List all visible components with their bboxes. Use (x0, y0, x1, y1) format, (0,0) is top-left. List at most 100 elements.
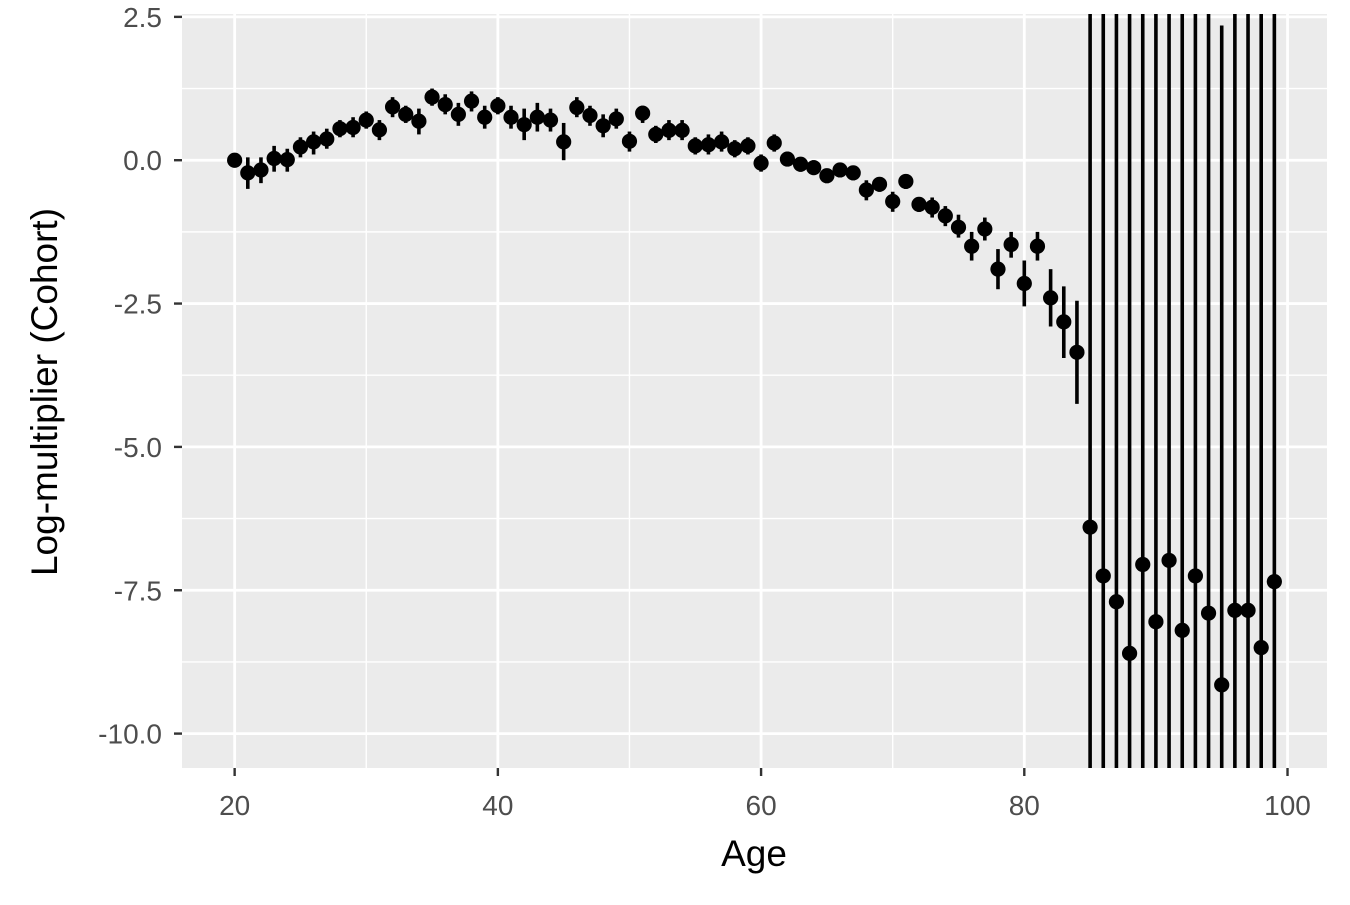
data-point (1161, 552, 1177, 569)
data-point (1187, 568, 1203, 584)
data-point (766, 135, 782, 151)
data-point (345, 119, 361, 136)
data-point (1148, 614, 1164, 630)
y-tick-label: -7.5 (114, 575, 162, 606)
y-tick-label: -5.0 (114, 432, 162, 463)
data-point (727, 141, 743, 157)
data-point (1043, 290, 1059, 306)
data-point (1029, 238, 1046, 254)
data-point (1069, 344, 1085, 360)
x-axis-title: Age (721, 833, 787, 874)
axis-ticks (174, 15, 1289, 776)
data-point (371, 122, 388, 138)
data-point (1240, 602, 1256, 618)
data-point (1200, 605, 1217, 621)
data-point (964, 238, 980, 254)
data-point (240, 165, 256, 181)
data-point (398, 106, 414, 122)
plot-panel-background (182, 14, 1327, 768)
data-point (674, 122, 690, 138)
data-point (384, 99, 401, 115)
data-point (885, 193, 901, 210)
data-point (279, 152, 295, 168)
data-point (635, 105, 651, 121)
data-point (608, 111, 624, 127)
x-tick-label: 20 (219, 790, 250, 821)
data-point (450, 106, 466, 122)
x-tick-label: 60 (746, 790, 777, 821)
data-point (858, 182, 874, 198)
data-point (529, 109, 545, 125)
data-point (832, 162, 848, 178)
data-point (990, 261, 1006, 277)
data-point (582, 107, 598, 124)
data-point (792, 156, 809, 172)
data-point (1121, 645, 1138, 661)
data-point (556, 134, 572, 150)
data-point (898, 173, 914, 190)
data-point (713, 134, 730, 150)
data-point (937, 208, 953, 224)
data-point (911, 196, 927, 212)
major-gridlines (182, 14, 1327, 768)
data-point (1082, 519, 1098, 535)
data-point (871, 176, 888, 192)
data-point (977, 221, 993, 237)
data-point (266, 150, 282, 167)
y-tick-label: 2.5 (123, 2, 162, 33)
data-point (661, 122, 677, 138)
data-point (1214, 677, 1230, 693)
data-point (687, 138, 703, 154)
data-point (332, 121, 348, 137)
data-point (819, 168, 835, 184)
data-point (924, 199, 940, 215)
data-point (1227, 602, 1243, 618)
data-point (621, 133, 638, 149)
data-point (463, 93, 480, 109)
x-tick-label: 40 (482, 790, 513, 821)
data-point (595, 118, 611, 134)
data-point (1108, 594, 1125, 610)
data-point (1174, 622, 1190, 638)
y-tick-label: 0.0 (123, 145, 162, 176)
data-point (845, 165, 861, 181)
data-point (358, 112, 374, 128)
data-point (490, 98, 506, 114)
data-point (1056, 314, 1072, 330)
data-point (437, 96, 453, 113)
data-point (292, 139, 309, 155)
data-point (1095, 568, 1111, 584)
error-bars (232, 14, 1277, 768)
x-tick-label: 80 (1009, 790, 1040, 821)
data-point (424, 89, 440, 105)
data-point (779, 151, 796, 167)
data-point (1266, 574, 1282, 590)
data-point (227, 152, 243, 168)
data-point (253, 162, 269, 178)
data-point (648, 126, 664, 143)
data-point (411, 113, 427, 129)
y-tick-label: -10.0 (98, 719, 162, 750)
y-axis-title: Log-multiplier (Cohort) (24, 208, 65, 576)
data-point (319, 131, 335, 147)
x-tick-label: 100 (1264, 790, 1311, 821)
data-point (950, 219, 967, 235)
data-point (1253, 639, 1269, 656)
y-axis-tick-labels: 2.5 0.0 -2.5 -5.0 -7.5 -10.0 (98, 2, 162, 750)
data-point (700, 137, 717, 153)
data-point (1135, 556, 1151, 573)
data-point (1016, 275, 1032, 292)
data-point (477, 109, 493, 125)
data-point (740, 138, 756, 154)
data-point (503, 109, 519, 125)
y-tick-label: -2.5 (114, 289, 162, 320)
data-point (306, 134, 322, 150)
x-axis-tick-labels: 20 40 60 80 100 (219, 790, 1311, 821)
data-point (1003, 236, 1019, 253)
data-point (753, 155, 769, 171)
data-point (516, 117, 532, 133)
data-point (542, 112, 559, 128)
data-points (227, 89, 1282, 693)
